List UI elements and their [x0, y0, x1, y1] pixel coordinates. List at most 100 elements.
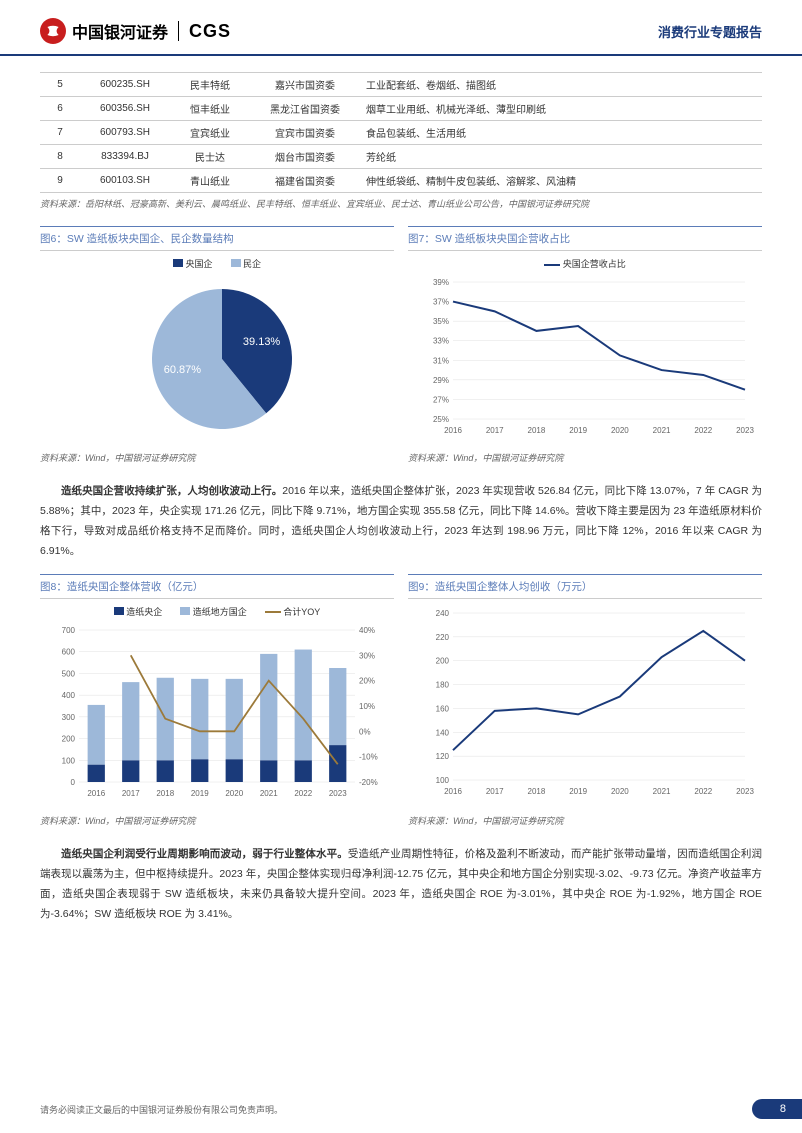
- chart8-legend: 造纸央企 造纸地方国企 合计YOY: [40, 605, 394, 618]
- table-cell: 宜宾纸业: [170, 121, 250, 145]
- svg-text:30%: 30%: [359, 651, 375, 660]
- chart7-title: 图7：SW 造纸板块央国企营收占比: [408, 226, 762, 251]
- table-cell: 民士达: [170, 145, 250, 169]
- logo-icon: [40, 18, 66, 44]
- svg-text:2017: 2017: [486, 787, 504, 796]
- svg-text:60.87%: 60.87%: [164, 364, 202, 376]
- table-cell: 黑龙江省国资委: [250, 97, 360, 121]
- svg-text:2017: 2017: [486, 426, 504, 435]
- svg-text:400: 400: [62, 691, 76, 700]
- chart9-source: 资料来源：Wind，中国银河证券研究院: [408, 810, 762, 837]
- chart9: 1001201401601802002202402016201720182019…: [408, 605, 762, 810]
- paragraph-1: 造纸央国企营收持续扩张，人均创收波动上行。2016 年以来，造纸央国企整体扩张，…: [40, 474, 762, 568]
- table-cell: 7: [40, 121, 80, 145]
- table-cell: 6: [40, 97, 80, 121]
- chart6-title: 图6：SW 造纸板块央国企、民企数量结构: [40, 226, 394, 251]
- table-cell: 工业配套纸、卷烟纸、描图纸: [360, 73, 762, 97]
- svg-text:0%: 0%: [359, 727, 371, 736]
- table-cell: 600356.SH: [80, 97, 170, 121]
- svg-text:27%: 27%: [433, 395, 449, 404]
- table-cell: 恒丰纸业: [170, 97, 250, 121]
- table-cell: 食品包装纸、生活用纸: [360, 121, 762, 145]
- chart6-legend: 央国企 民企: [40, 257, 394, 270]
- svg-text:140: 140: [436, 728, 450, 737]
- paragraph-2: 造纸央国企利润受行业周期影响而波动，弱于行业整体水平。受造纸产业周期性特征，价格…: [40, 837, 762, 931]
- chart6: 央国企 民企 39.13%60.87%: [40, 257, 394, 447]
- svg-text:2023: 2023: [736, 787, 754, 796]
- table-row: 8833394.BJ民士达烟台市国资委芳纶纸: [40, 145, 762, 169]
- chart7-legend: 央国企营收占比: [408, 257, 762, 270]
- svg-text:500: 500: [62, 669, 76, 678]
- para1-bold: 造纸央国企营收持续扩张，人均创收波动上行。: [61, 485, 282, 497]
- svg-text:200: 200: [62, 734, 76, 743]
- table-cell: 民丰特纸: [170, 73, 250, 97]
- svg-text:25%: 25%: [433, 415, 449, 424]
- chart7-source: 资料来源：Wind，中国银河证券研究院: [408, 447, 762, 474]
- table-row: 5600235.SH民丰特纸嘉兴市国资委工业配套纸、卷烟纸、描图纸: [40, 73, 762, 97]
- table-source: 资料来源：岳阳林纸、冠豪高新、美利云、晨鸣纸业、民丰特纸、恒丰纸业、宜宾纸业、民…: [40, 193, 762, 220]
- table-cell: 芳纶纸: [360, 145, 762, 169]
- company-name-en: CGS: [189, 21, 231, 42]
- svg-text:200: 200: [436, 656, 450, 665]
- svg-text:2023: 2023: [736, 426, 754, 435]
- chart9-title: 图9：造纸央国企整体人均创收（万元）: [408, 574, 762, 599]
- svg-text:33%: 33%: [433, 337, 449, 346]
- svg-text:31%: 31%: [433, 356, 449, 365]
- table-cell: 伸性纸袋纸、精制牛皮包装纸、溶解浆、风油精: [360, 169, 762, 193]
- svg-text:20%: 20%: [359, 676, 375, 685]
- table-cell: 600235.SH: [80, 73, 170, 97]
- report-type: 消费行业专题报告: [658, 22, 762, 41]
- svg-text:2016: 2016: [444, 426, 462, 435]
- svg-text:2016: 2016: [444, 787, 462, 796]
- chart8-title: 图8：造纸央国企整体营收（亿元）: [40, 574, 394, 599]
- table-cell: 福建省国资委: [250, 169, 360, 193]
- chart6-source: 资料来源：Wind，中国银河证券研究院: [40, 447, 394, 474]
- table-cell: 833394.BJ: [80, 145, 170, 169]
- logo-divider: [178, 21, 179, 41]
- table-cell: 宜宾市国资委: [250, 121, 360, 145]
- svg-text:37%: 37%: [433, 298, 449, 307]
- svg-text:160: 160: [436, 704, 450, 713]
- svg-text:2018: 2018: [528, 426, 546, 435]
- svg-text:2020: 2020: [611, 426, 629, 435]
- svg-text:35%: 35%: [433, 317, 449, 326]
- chart7: 央国企营收占比 25% 27% 29% 31% 33% 35% 37% 39% 2016 2017…: [408, 257, 762, 447]
- chart8-source: 资料来源：Wind，中国银河证券研究院: [40, 810, 394, 837]
- company-table: 5600235.SH民丰特纸嘉兴市国资委工业配套纸、卷烟纸、描图纸6600356…: [40, 72, 762, 193]
- svg-text:10%: 10%: [359, 702, 375, 711]
- table-cell: 嘉兴市国资委: [250, 73, 360, 97]
- chart7-series-label: 央国企营收占比: [563, 259, 626, 269]
- table-cell: 600793.SH: [80, 121, 170, 145]
- logo-block: 中国银河证券 CGS: [40, 18, 231, 44]
- svg-text:300: 300: [62, 713, 76, 722]
- svg-text:2022: 2022: [294, 789, 312, 798]
- svg-text:-20%: -20%: [359, 778, 378, 787]
- table-row: 6600356.SH恒丰纸业黑龙江省国资委烟草工业用纸、机械光泽纸、薄型印刷纸: [40, 97, 762, 121]
- svg-text:2018: 2018: [156, 789, 174, 798]
- svg-text:2019: 2019: [191, 789, 209, 798]
- svg-text:2022: 2022: [694, 426, 712, 435]
- svg-text:220: 220: [436, 633, 450, 642]
- table-cell: 青山纸业: [170, 169, 250, 193]
- page-footer: 请务必阅读正文最后的中国银河证券股份有限公司免责声明。 8: [0, 1091, 802, 1133]
- table-cell: 600103.SH: [80, 169, 170, 193]
- company-name-cn: 中国银河证券: [72, 19, 168, 43]
- svg-text:2016: 2016: [87, 789, 105, 798]
- svg-text:39%: 39%: [433, 278, 449, 287]
- svg-text:29%: 29%: [433, 376, 449, 385]
- svg-text:2018: 2018: [528, 787, 546, 796]
- svg-text:2021: 2021: [260, 789, 278, 798]
- svg-text:2017: 2017: [122, 789, 140, 798]
- para2-bold: 造纸央国企利润受行业周期影响而波动，弱于行业整体水平。: [61, 848, 348, 860]
- svg-text:240: 240: [436, 609, 450, 618]
- chart6-legend-1: 民企: [243, 259, 261, 269]
- svg-text:180: 180: [436, 680, 450, 689]
- svg-text:100: 100: [436, 776, 450, 785]
- page-number: 8: [752, 1099, 802, 1119]
- table-cell: 8: [40, 145, 80, 169]
- page-header: 中国银河证券 CGS 消费行业专题报告: [0, 0, 802, 56]
- svg-text:2021: 2021: [653, 787, 671, 796]
- svg-text:2019: 2019: [569, 426, 587, 435]
- svg-text:2023: 2023: [329, 789, 347, 798]
- chart8: 造纸央企 造纸地方国企 合计YOY 0100200300400500600700…: [40, 605, 394, 810]
